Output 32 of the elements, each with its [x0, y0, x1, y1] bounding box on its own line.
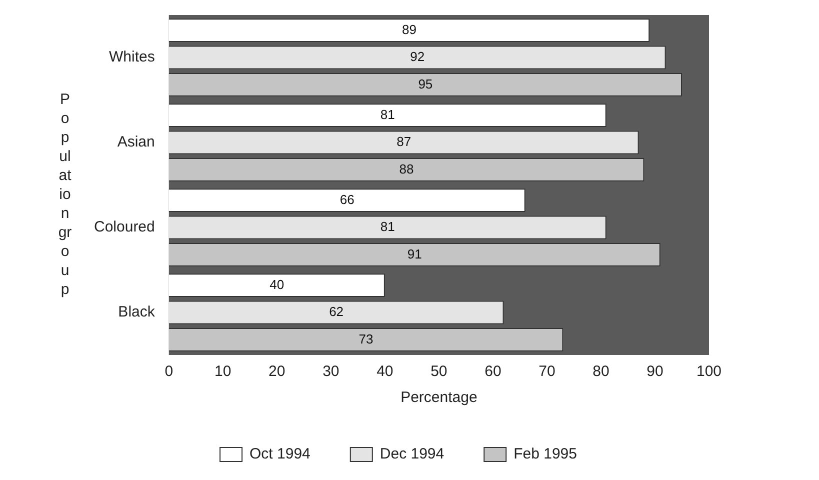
- data-label: 81: [380, 106, 395, 122]
- x-tick-label: 10: [214, 363, 232, 380]
- text: Population group: [58, 91, 72, 298]
- data-label: 81: [380, 219, 395, 234]
- x-tick-label: 0: [164, 363, 174, 380]
- x-axis-title: Percentage: [400, 389, 478, 406]
- legend-label: Oct 1994: [250, 446, 310, 463]
- data-label: 62: [329, 304, 344, 320]
- data-label: 91: [407, 246, 422, 262]
- data-label: 89: [402, 22, 416, 37]
- data-label: 88: [399, 161, 414, 176]
- x-tick-label: 50: [430, 363, 448, 380]
- x-tick-label: 80: [592, 363, 610, 380]
- x-tick-label: 100: [696, 363, 722, 380]
- data-label: 40: [270, 276, 284, 292]
- y-tick-label: Asian: [117, 134, 155, 151]
- y-tick-label: Black: [118, 304, 156, 321]
- data-label: 66: [340, 192, 354, 207]
- legend-label: Dec 1994: [380, 446, 444, 463]
- data-label: 92: [410, 49, 425, 64]
- x-tick-label: 70: [538, 363, 556, 380]
- y-tick-label: Coloured: [94, 218, 155, 236]
- data-label: 73: [358, 331, 374, 346]
- x-tick-label: 20: [268, 363, 286, 380]
- data-label: 87: [396, 134, 412, 150]
- legend-label: Feb 1995: [514, 446, 577, 463]
- y-tick-label: Whites: [109, 48, 155, 66]
- x-tick-label: 40: [376, 363, 394, 380]
- data-label: 95: [418, 76, 433, 92]
- x-tick-label: 90: [646, 363, 664, 380]
- x-tick-label: 60: [484, 363, 502, 380]
- x-tick-label: 30: [322, 363, 340, 380]
